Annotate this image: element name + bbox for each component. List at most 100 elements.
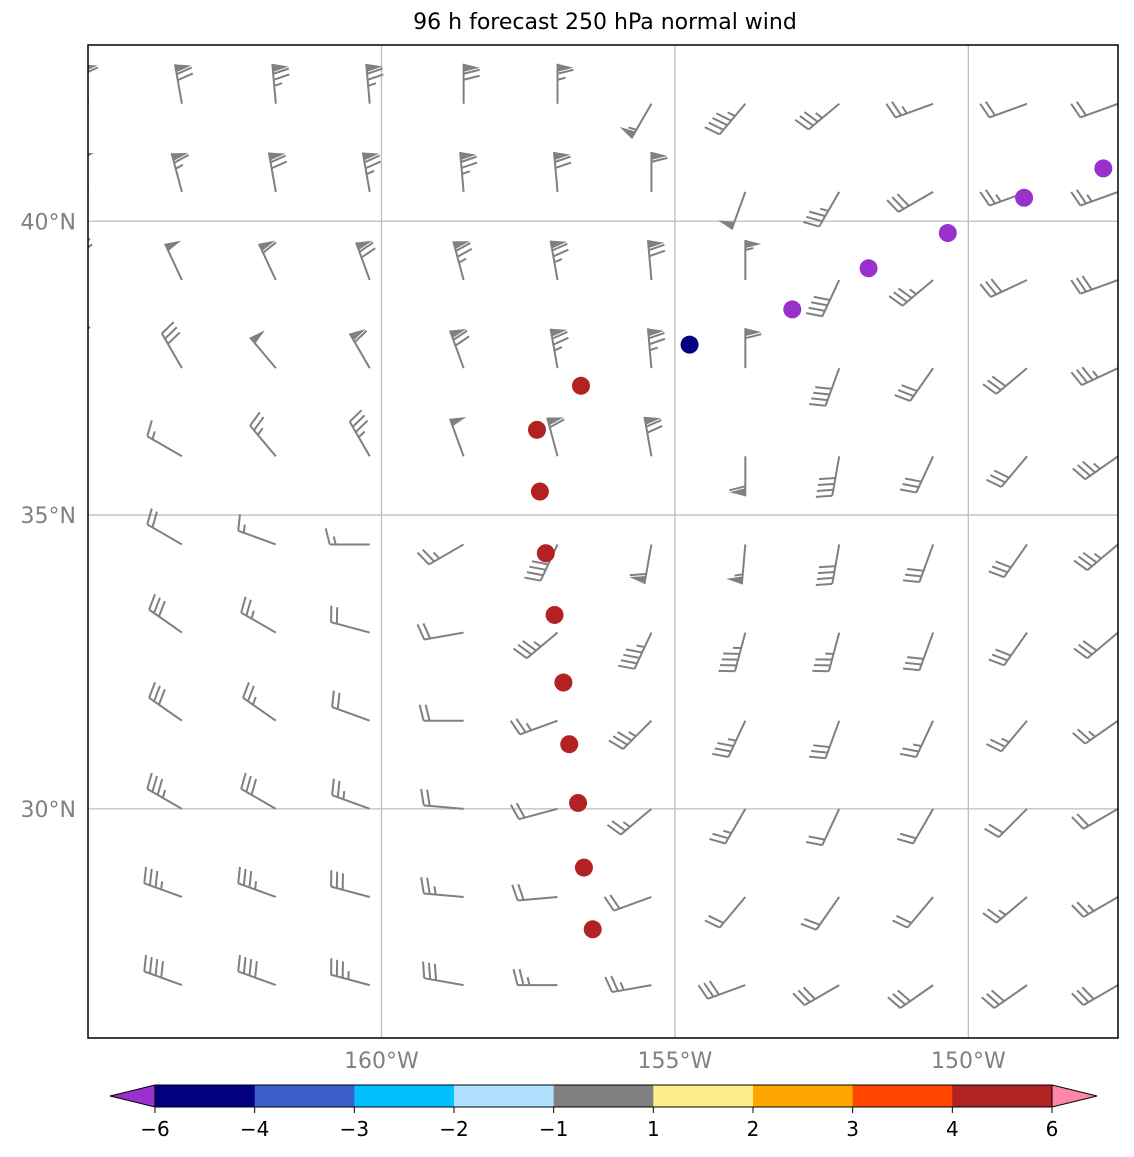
barb-flag: [609, 894, 621, 910]
barb-half-flag: [820, 207, 829, 212]
barb-staff: [448, 418, 465, 457]
barb-flag: [651, 156, 668, 163]
barb-flag: [524, 576, 541, 582]
barb-pennant: [745, 328, 762, 337]
barb-pennant: [554, 152, 571, 161]
barb-half-flag: [913, 743, 922, 748]
wind-barb: [53, 597, 89, 633]
plot-frame: [87, 44, 1119, 1039]
barb-flag: [421, 548, 435, 563]
barb-staff: [718, 896, 747, 929]
wind-barb: [88, 895, 89, 897]
wind-barb: [88, 64, 99, 104]
barb-staff: [423, 804, 464, 810]
barb-flag: [896, 914, 912, 924]
wind-barb: [717, 191, 747, 230]
barb-flag: [816, 488, 834, 492]
barb-flag: [618, 664, 635, 670]
wind-barb: [161, 321, 183, 369]
barb-staff: [146, 523, 183, 546]
colorbar-bin: [155, 1085, 256, 1107]
wind-barb: [237, 514, 277, 546]
barb-flag: [557, 68, 574, 75]
barb-flag: [366, 67, 384, 75]
barb-flag: [1076, 369, 1088, 384]
barb-flag: [57, 690, 60, 706]
barb-flag: [611, 820, 626, 832]
wind-barb: [697, 980, 746, 1000]
barb-staff: [915, 455, 935, 493]
barb-staff: [148, 696, 183, 722]
barb-flag: [1072, 467, 1086, 480]
colorbar-tick-label: −4: [240, 1117, 269, 1141]
barb-flag: [245, 599, 252, 616]
barb-staff: [707, 984, 746, 1000]
wind-barb: [606, 808, 653, 836]
barb-flag: [53, 597, 58, 613]
wind-barb: [805, 279, 841, 318]
barb-staff: [1080, 102, 1118, 119]
data-point: [783, 300, 802, 319]
wind-barb: [143, 866, 183, 898]
barb-flag: [62, 783, 64, 799]
barb-flag: [463, 68, 480, 75]
barb-half-flag: [72, 974, 73, 982]
barb-staff: [1082, 807, 1118, 830]
barb-pennant: [745, 240, 762, 249]
barb-flag: [891, 101, 903, 116]
barb-flag: [984, 827, 1000, 838]
wind-barb: [979, 101, 1028, 119]
barb-flag: [904, 661, 922, 666]
barb-flag: [461, 161, 478, 169]
barb-flag: [250, 778, 258, 796]
wind-barb: [887, 984, 934, 1009]
wind-barb: [146, 508, 183, 546]
barb-pennant: [362, 152, 380, 161]
barb-pennant: [463, 63, 480, 72]
barb-flag: [1078, 643, 1093, 656]
wind-barb: [988, 632, 1028, 667]
barb-flag: [154, 959, 159, 976]
barb-flag: [88, 233, 89, 235]
barb-staff: [824, 367, 841, 407]
barb-half-flag: [1093, 462, 1101, 470]
barb-pennant: [366, 63, 383, 72]
wind-barb: [509, 802, 558, 821]
barb-half-flag: [59, 431, 61, 439]
barb-pennant: [164, 240, 182, 252]
wind-barb: [888, 279, 934, 307]
barb-flag: [161, 321, 175, 335]
wind-barb: [1072, 719, 1118, 745]
barb-half-flag: [80, 159, 87, 163]
wind-barb: [815, 544, 841, 586]
wind-barb: [365, 63, 384, 104]
barb-staff: [897, 191, 934, 213]
barb-staff: [1084, 719, 1118, 745]
barb-flag: [1081, 366, 1094, 381]
data-point: [536, 544, 555, 563]
barb-staff: [161, 333, 183, 369]
barb-flag: [270, 154, 287, 164]
y-tick-label: 35°N: [21, 504, 76, 529]
barb-staff: [88, 631, 89, 633]
barb-flag: [893, 291, 908, 303]
colorbar-tick-label: 1: [647, 1117, 660, 1141]
barb-flag: [360, 247, 376, 259]
barb-flag: [331, 690, 335, 708]
barb-pennant: [629, 575, 646, 584]
barb-flag: [555, 161, 572, 169]
wind-barb: [72, 974, 89, 986]
colorbar-bin: [454, 1085, 555, 1107]
wind-barb: [896, 808, 934, 845]
y-tick-label: 30°N: [21, 798, 76, 823]
barb-flag: [988, 658, 1005, 667]
wind-barb: [619, 103, 653, 139]
wind-barb: [420, 877, 464, 898]
barb-pennant: [449, 328, 467, 339]
barb-flag: [991, 653, 1008, 662]
barb-staff: [88, 365, 89, 369]
barb-pennant: [272, 63, 289, 72]
colorbar-tick-label: 4: [946, 1117, 959, 1141]
barb-flag: [818, 565, 836, 569]
barb-half-flag: [723, 829, 732, 835]
